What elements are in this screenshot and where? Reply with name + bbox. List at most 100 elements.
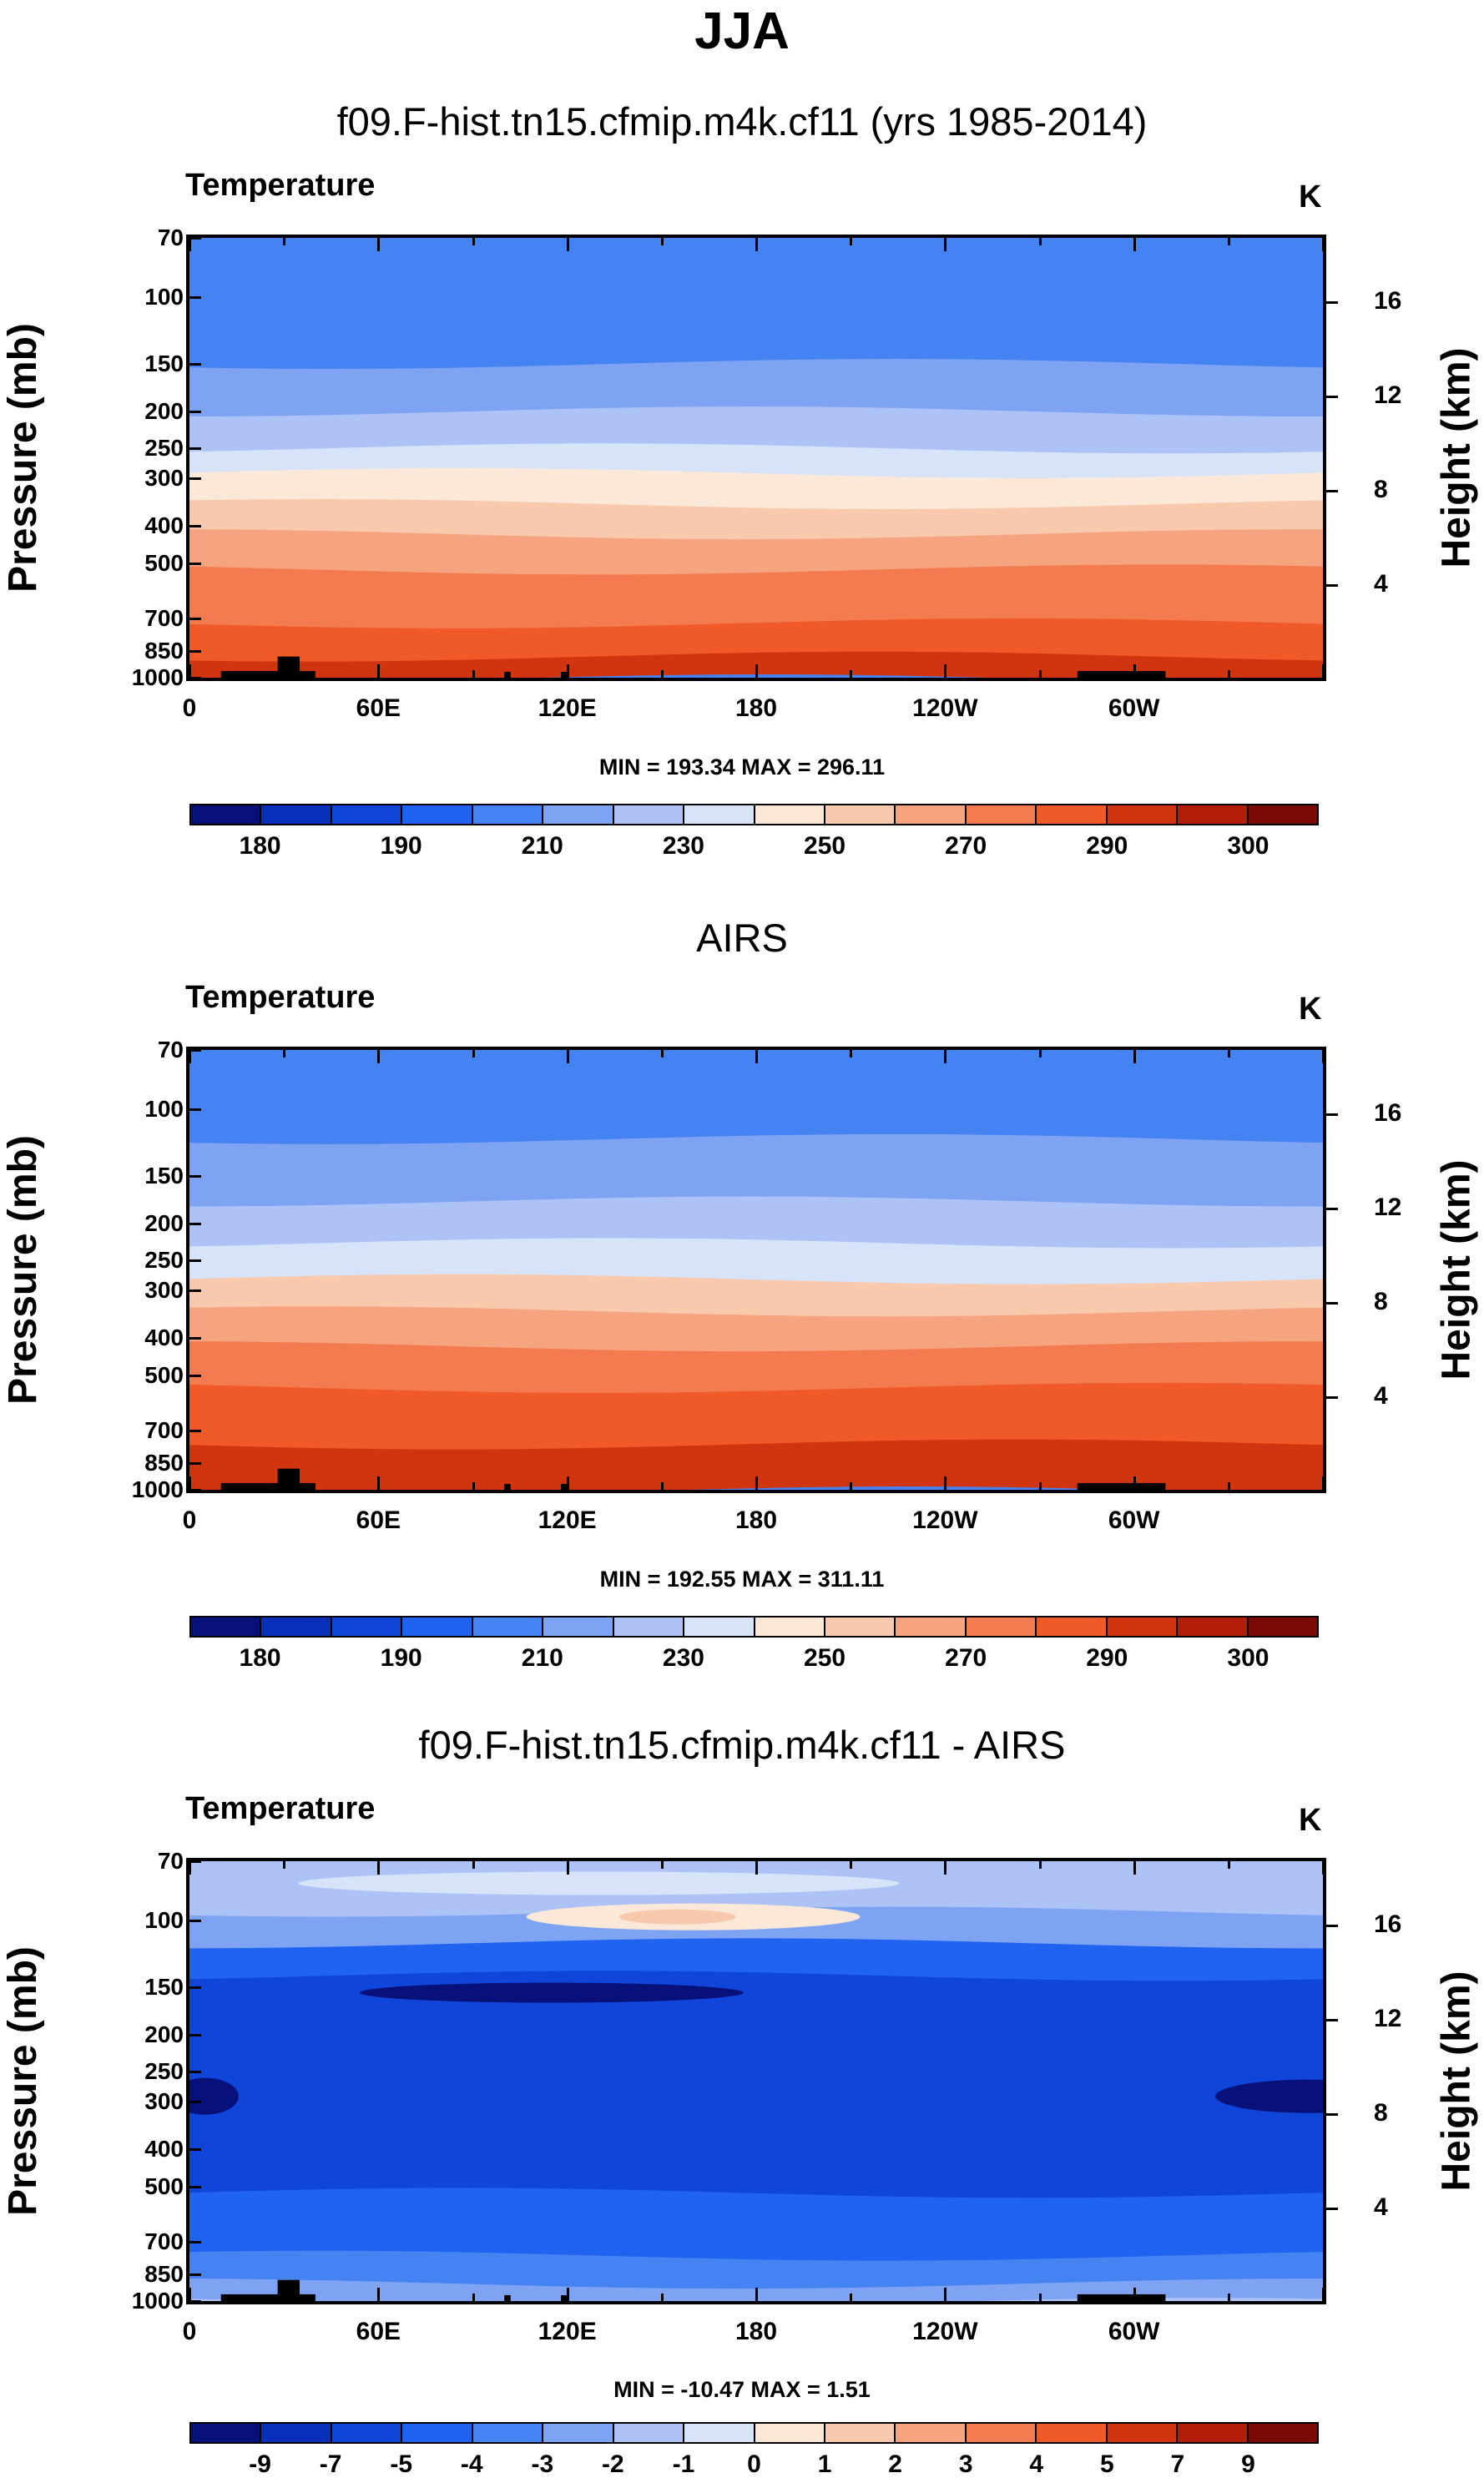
x-tick-mark-top: [944, 1861, 947, 1875]
y-tick-mark: [189, 2148, 201, 2152]
x-tick-label: 180: [734, 2318, 778, 2345]
x-tick-label: 120W: [912, 1506, 978, 1534]
y-tick-label: 100: [144, 1906, 184, 1933]
y-tick-mark: [189, 477, 201, 481]
y-tick-mark: [189, 677, 201, 679]
x-tick-mark-top: [660, 1050, 664, 1057]
x-tick-mark-bottom: [944, 1476, 947, 1490]
panel-1-units: K: [1299, 179, 1322, 214]
x-tick-label: 120E: [538, 694, 597, 722]
x-tick-mark-top: [566, 238, 569, 251]
y-tick-label: 300: [144, 465, 184, 492]
x-tick-label: 60W: [1108, 2318, 1160, 2345]
y-tick-label: 500: [144, 549, 184, 576]
colorbar-label: 3: [958, 2450, 973, 2478]
x-tick-mark-bottom: [850, 670, 853, 678]
x-tick-mark-top: [944, 1050, 947, 1063]
contour-band: [189, 1971, 1323, 2200]
x-tick-label: 60E: [356, 1506, 401, 1534]
y-tick-mark: [189, 2071, 201, 2074]
y-tick-mark: [189, 1986, 201, 1990]
contour-band: [189, 443, 1323, 480]
terrain-mask: [277, 2279, 300, 2301]
x-tick-mark-top: [377, 238, 381, 251]
y-tick-mark: [189, 1289, 201, 1293]
x-tick-mark-top: [472, 1050, 475, 1057]
x-tick-mark-top: [1038, 1861, 1042, 1869]
y-right-tick-label: 16: [1374, 1098, 1402, 1127]
contour-band: [189, 1306, 1323, 1353]
x-tick-mark-top: [189, 1861, 191, 1875]
colorbar-swatch: [613, 1617, 685, 1636]
y-left-axis-title: Pressure (mb): [0, 1946, 45, 2216]
y-tick-label: 250: [144, 2058, 184, 2085]
main-title: JJA: [694, 3, 790, 60]
x-tick-mark-top: [1038, 1050, 1042, 1057]
x-tick-mark-bottom: [377, 1476, 381, 1490]
panel-3-min-max: MIN = -10.47 MAX = 1.51: [613, 2377, 871, 2402]
x-tick-mark-bottom: [189, 664, 191, 678]
y-right-tick-mark: [1326, 1302, 1338, 1305]
y-tick-mark: [189, 1919, 201, 1922]
x-tick-mark-bottom: [1227, 2294, 1230, 2301]
x-tick-mark-bottom: [660, 2294, 664, 2301]
colorbar-label: 290: [1086, 1644, 1128, 1672]
y-tick-label: 150: [144, 351, 184, 377]
x-tick-mark-bottom: [755, 1476, 758, 1490]
y-tick-label: 700: [144, 2228, 184, 2255]
x-tick-label: 60E: [356, 694, 401, 722]
y-right-tick-mark: [1326, 584, 1338, 588]
colorbar-swatch: [191, 2424, 262, 2442]
y-tick-mark: [189, 2034, 201, 2037]
x-tick-mark-top: [755, 1050, 758, 1063]
y-right-tick-label: 4: [1374, 570, 1388, 598]
x-tick-mark-bottom: [1133, 664, 1136, 678]
contour-band: [189, 406, 1323, 456]
y-tick-mark: [189, 1489, 201, 1491]
colorbar-swatch: [191, 805, 262, 824]
panel-1-colorbar: [189, 804, 1319, 825]
contour-band: [189, 529, 1323, 577]
x-tick-mark-bottom: [1038, 670, 1042, 678]
x-tick-mark-bottom: [1133, 2288, 1136, 2301]
colorbar-swatch: [755, 2424, 825, 2442]
y-right-axis-title: Height (km): [1434, 1159, 1479, 1380]
x-tick-mark-top: [1322, 1861, 1325, 1875]
y-tick-label: 100: [144, 283, 184, 310]
x-tick-mark-bottom: [189, 1476, 191, 1490]
y-tick-mark: [189, 1049, 201, 1052]
cold-bias-band: [359, 1982, 744, 2003]
contour-band: [189, 238, 1323, 366]
y-right-tick-label: 12: [1374, 1193, 1402, 1221]
y-right-tick-label: 12: [1374, 2004, 1402, 2032]
y-right-tick-label: 8: [1374, 1288, 1388, 1316]
colorbar-label: 1: [817, 2450, 832, 2478]
x-tick-mark-bottom: [472, 670, 475, 678]
panel-2-min-max: MIN = 192.55 MAX = 311.11: [599, 1567, 885, 1592]
colorbar-swatch: [402, 1617, 473, 1636]
y-right-tick-mark: [1326, 395, 1338, 398]
contour-band: [189, 1274, 1323, 1319]
colorbar-swatch: [1107, 1617, 1179, 1636]
y-tick-mark: [189, 1860, 201, 1863]
panel-3-contour-svg: [189, 1861, 1323, 2301]
y-tick-label: 1000: [131, 1476, 184, 1502]
y-tick-mark: [189, 1430, 201, 1433]
panel-1-variable: Temperature: [185, 168, 376, 203]
y-right-tick-label: 4: [1374, 2193, 1388, 2222]
y-tick-mark: [189, 649, 201, 653]
x-tick-mark-bottom: [1322, 2288, 1325, 2301]
y-right-tick-mark: [1326, 1113, 1338, 1116]
x-tick-mark-top: [755, 1861, 758, 1875]
colorbar-swatch: [613, 2424, 685, 2442]
colorbar-swatch: [1107, 2424, 1179, 2442]
y-tick-label: 150: [144, 1163, 184, 1189]
terrain-mask: [220, 2294, 315, 2301]
colorbar-swatch: [966, 805, 1037, 824]
x-tick-mark-bottom: [472, 2294, 475, 2301]
x-tick-label: 60E: [356, 2318, 401, 2345]
colorbar-label: 2: [888, 2450, 902, 2478]
x-tick-mark-bottom: [1038, 1482, 1042, 1490]
colorbar-swatch: [825, 2424, 896, 2442]
y-left-axis-title: Pressure (mb): [0, 323, 45, 593]
